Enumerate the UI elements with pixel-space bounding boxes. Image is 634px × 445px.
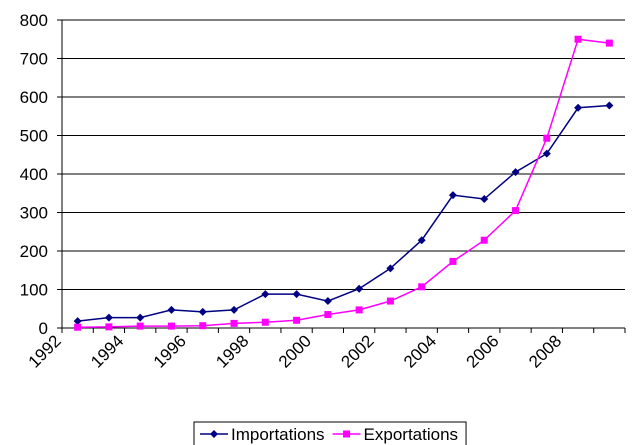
data-point: [324, 311, 332, 319]
x-tick-label: 1992: [25, 331, 65, 371]
series-line: [77, 38, 610, 328]
data-point: [605, 39, 613, 47]
data-point: [293, 316, 301, 324]
data-point: [449, 257, 457, 265]
x-tick-label: 1994: [87, 331, 127, 371]
series-group: [73, 35, 614, 331]
y-tick-label: 500: [20, 127, 48, 146]
data-point: [574, 35, 582, 43]
y-tick-label: 300: [20, 204, 48, 223]
legend-box: [193, 421, 467, 445]
data-point: [543, 134, 551, 142]
legend-item-exportations: Exportations: [332, 425, 459, 444]
data-point: [355, 284, 364, 293]
data-point: [512, 207, 520, 215]
data-point: [104, 313, 113, 322]
x-tick-label: 2006: [463, 331, 503, 371]
data-point: [323, 297, 332, 306]
data-point: [480, 195, 489, 204]
data-point: [230, 305, 239, 314]
legend-marker: [210, 430, 218, 438]
x-tick-label: 1996: [150, 331, 190, 371]
data-point: [261, 290, 270, 299]
y-tick-label: 800: [20, 11, 48, 30]
y-tick-label: 100: [20, 281, 48, 300]
legend-label: Importations: [231, 425, 325, 444]
y-tick-label: 700: [20, 50, 48, 69]
data-point: [417, 236, 426, 245]
data-point: [199, 322, 207, 330]
y-tick-label: 400: [20, 165, 48, 184]
data-point: [574, 103, 583, 112]
data-point: [418, 283, 426, 291]
data-point: [136, 322, 144, 330]
y-tick-label: 0: [39, 319, 48, 338]
legend-item-importations: Importations: [200, 425, 325, 444]
data-point: [136, 313, 145, 322]
data-point: [605, 101, 614, 110]
x-axis-ticks: 1992 1994 1996 1998 2000 2002 2004 2006 2008: [25, 328, 626, 372]
data-point: [386, 264, 395, 273]
series-line: [77, 104, 610, 322]
x-tick-label: 1998: [212, 331, 252, 371]
x-tick-label: 2004: [400, 331, 440, 371]
legend: Importations Exportations: [193, 421, 467, 445]
y-axis-ticks: 0 100 200 300 400 500 600 700 800: [20, 11, 62, 338]
data-point: [167, 305, 176, 314]
data-point: [386, 297, 394, 305]
y-tick-label: 600: [20, 88, 48, 107]
data-point: [355, 306, 363, 314]
x-tick-label: 2008: [525, 331, 565, 371]
data-point: [198, 307, 207, 316]
data-point: [74, 323, 82, 331]
data-point: [261, 318, 269, 326]
legend-marker: [343, 430, 351, 438]
y-tick-label: 200: [20, 242, 48, 261]
gridlines: [62, 19, 625, 290]
data-point: [73, 317, 82, 326]
data-point: [480, 236, 488, 244]
data-point: [167, 322, 175, 330]
legend-label: Exportations: [364, 425, 459, 444]
data-point: [105, 323, 113, 331]
series-importations: [73, 101, 614, 326]
x-tick-label: 2002: [337, 331, 377, 371]
data-point: [511, 168, 520, 177]
data-point: [448, 191, 457, 200]
data-point: [542, 149, 551, 158]
data-point: [230, 319, 238, 327]
series-exportations: [74, 35, 613, 331]
x-tick-label: 2000: [275, 331, 315, 371]
data-point: [292, 290, 301, 299]
